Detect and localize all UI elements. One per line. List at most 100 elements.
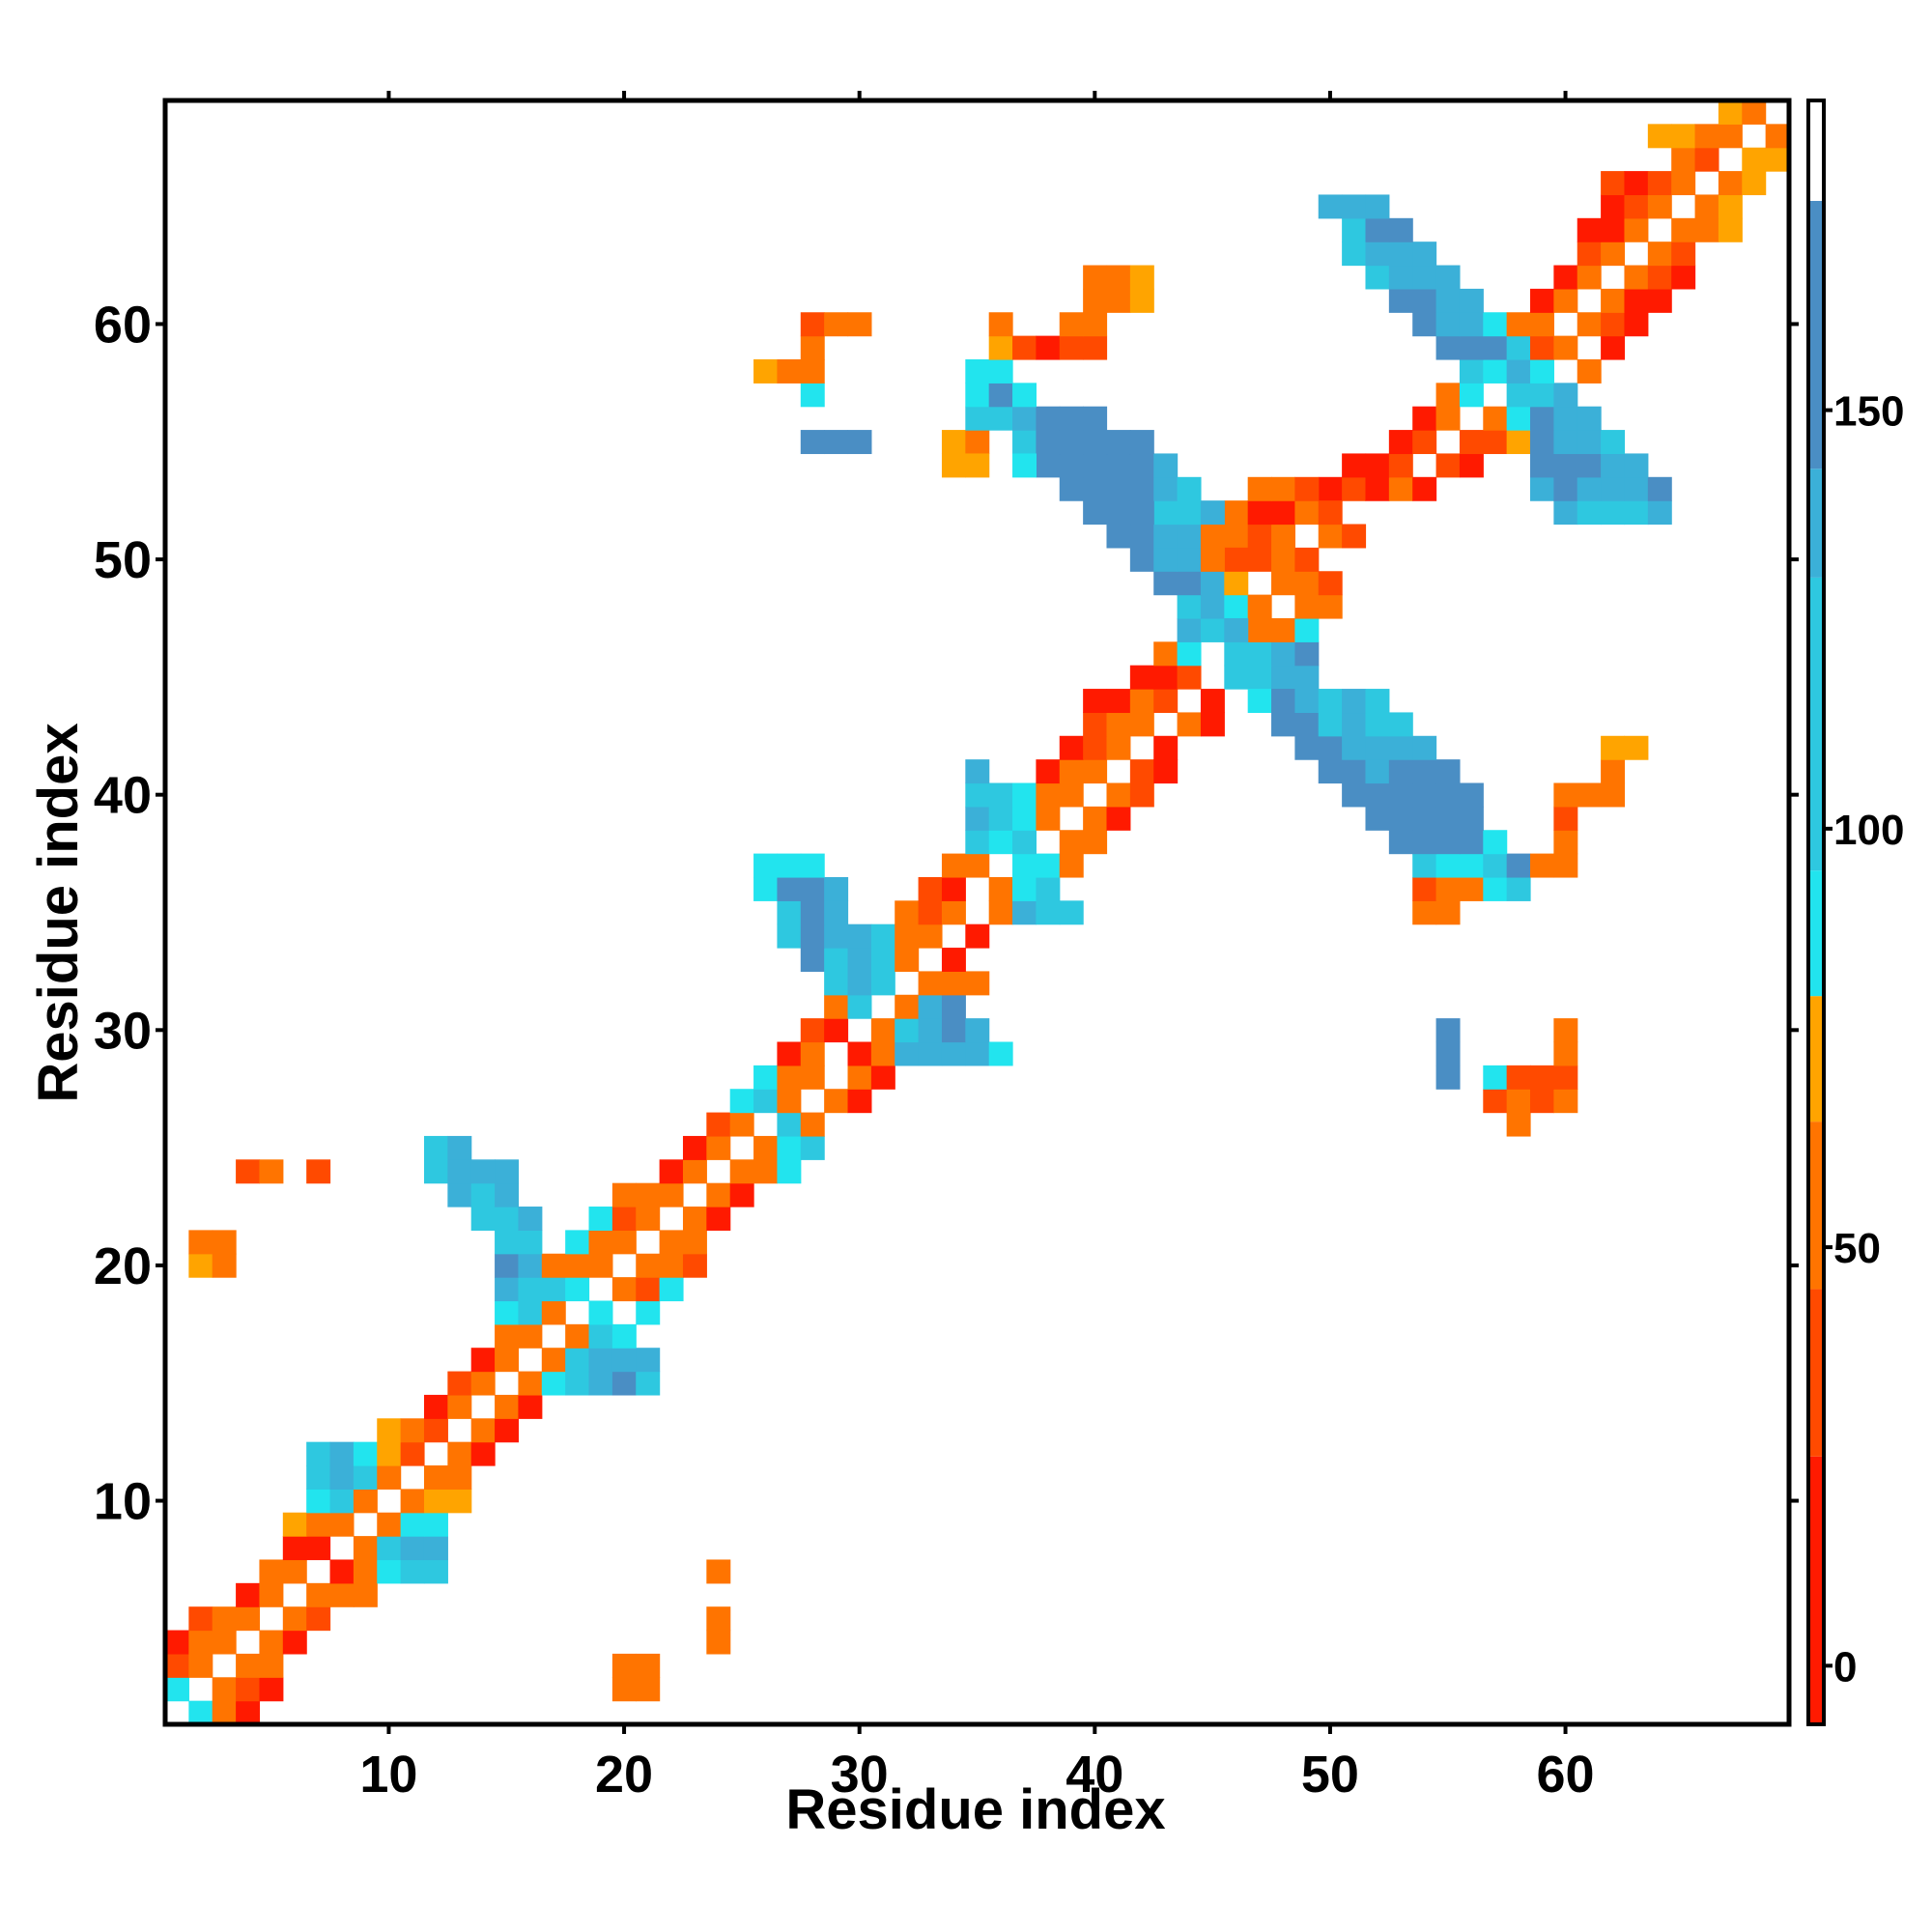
heatmap-cell xyxy=(1036,759,1061,784)
heatmap-cell xyxy=(1412,312,1437,337)
heatmap-cell xyxy=(941,971,966,996)
heatmap-cell xyxy=(259,1582,284,1607)
heatmap-cell xyxy=(1506,1065,1531,1090)
heatmap-cell xyxy=(1129,453,1154,478)
heatmap-cell xyxy=(329,1512,355,1537)
heatmap-cell xyxy=(1530,312,1554,337)
heatmap-cell xyxy=(423,1418,448,1443)
heatmap-cell xyxy=(611,1207,637,1231)
heatmap-cell xyxy=(212,1630,237,1655)
heatmap-cell xyxy=(565,1371,590,1396)
heatmap-cell xyxy=(1459,383,1484,408)
heatmap-cell xyxy=(965,1041,990,1066)
heatmap-cell xyxy=(1671,147,1696,172)
heatmap-cell xyxy=(1129,476,1154,501)
heatmap-cell xyxy=(800,853,825,878)
heatmap-cell xyxy=(1059,759,1084,784)
heatmap-cell xyxy=(611,1677,637,1702)
heatmap-cell xyxy=(565,1230,590,1255)
heatmap-cell xyxy=(1671,217,1696,242)
colorbar: 0 50 100 150 xyxy=(1806,99,1904,1726)
heatmap-cell xyxy=(1553,335,1578,360)
heatmap-cell xyxy=(1012,406,1037,431)
heatmap-cell xyxy=(1177,476,1202,501)
x-tick-label: 30 xyxy=(831,1746,889,1804)
heatmap-cell xyxy=(965,971,990,996)
heatmap-cell xyxy=(1530,1089,1554,1114)
heatmap-cell xyxy=(495,1182,520,1208)
heatmap-cell xyxy=(918,1018,943,1043)
heatmap-cell xyxy=(400,1536,425,1561)
heatmap-cell xyxy=(1106,712,1131,737)
heatmap-cell xyxy=(1624,735,1649,760)
heatmap-cell xyxy=(1247,500,1272,526)
heatmap-cell xyxy=(1553,1089,1578,1114)
heatmap-cell xyxy=(636,1677,661,1702)
heatmap-cell xyxy=(1177,524,1202,549)
heatmap-cell xyxy=(1412,406,1437,431)
heatmap-cell xyxy=(706,1182,731,1208)
heatmap-cell xyxy=(1553,806,1578,831)
heatmap-cell xyxy=(1342,242,1367,267)
heatmap-cell xyxy=(470,1182,496,1208)
y-tick-label: 30 xyxy=(94,1002,152,1060)
colorbar-tick-label: 0 xyxy=(1833,1643,1857,1690)
heatmap-cell xyxy=(847,430,872,455)
heatmap-cell xyxy=(682,1230,707,1255)
heatmap-cell xyxy=(1294,665,1320,690)
heatmap-cell xyxy=(1624,194,1649,219)
heatmap-cell xyxy=(212,1253,237,1278)
heatmap-cell xyxy=(1106,524,1131,549)
heatmap-cell xyxy=(353,1441,378,1466)
heatmap-cell xyxy=(800,1112,825,1137)
heatmap-cell xyxy=(588,1253,613,1278)
heatmap-cell xyxy=(659,1253,684,1278)
heatmap-cell xyxy=(1483,830,1508,855)
heatmap-cell xyxy=(1412,476,1437,501)
heatmap-cell xyxy=(470,1159,496,1184)
heatmap-cell xyxy=(1577,782,1602,808)
heatmap-cell xyxy=(470,1418,496,1443)
heatmap-cell xyxy=(918,900,943,925)
heatmap-cell xyxy=(1647,171,1672,196)
heatmap-cell xyxy=(824,923,849,949)
heatmap-cell xyxy=(1412,853,1437,878)
heatmap-cell xyxy=(636,1277,661,1302)
heatmap-cell xyxy=(1342,735,1367,760)
heatmap-cell xyxy=(1036,806,1061,831)
heatmap-cell xyxy=(1247,594,1272,619)
heatmap-cell xyxy=(965,453,990,478)
heatmap-cell xyxy=(847,312,872,337)
heatmap-cell xyxy=(306,1582,331,1607)
heatmap-cell xyxy=(1012,853,1037,878)
y-axis-label: Residue index xyxy=(27,723,90,1102)
colorbar-tick-label: 100 xyxy=(1833,807,1904,854)
heatmap-cell xyxy=(1647,124,1672,149)
heatmap-cell xyxy=(377,1512,402,1537)
heatmap-cell xyxy=(1129,524,1154,549)
heatmap-cell xyxy=(541,1371,566,1396)
heatmap-cell xyxy=(329,1489,355,1514)
heatmap-cell xyxy=(1459,453,1484,478)
heatmap-cell xyxy=(1483,358,1508,384)
heatmap-cell xyxy=(777,1112,802,1137)
heatmap-cell xyxy=(353,1489,378,1514)
heatmap-cell xyxy=(1224,500,1249,526)
heatmap-cell xyxy=(1342,476,1367,501)
heatmap-cell xyxy=(400,1418,425,1443)
heatmap-cell xyxy=(1647,500,1672,526)
heatmap-cell xyxy=(1294,735,1320,760)
heatmap-cell xyxy=(1200,689,1225,714)
heatmap-cell xyxy=(1601,288,1626,313)
heatmap-cell xyxy=(1506,853,1531,878)
heatmap-cell xyxy=(1106,689,1131,714)
heatmap-cell xyxy=(1435,1065,1461,1090)
heatmap-cell xyxy=(847,994,872,1019)
heatmap-cell xyxy=(800,900,825,925)
heatmap-cell xyxy=(306,1159,331,1184)
heatmap-cell xyxy=(1694,217,1719,242)
heatmap-cell xyxy=(1742,147,1767,172)
heatmap-cell xyxy=(1129,265,1154,290)
heatmap-cell xyxy=(1106,288,1131,313)
heatmap-cell xyxy=(495,1348,520,1373)
